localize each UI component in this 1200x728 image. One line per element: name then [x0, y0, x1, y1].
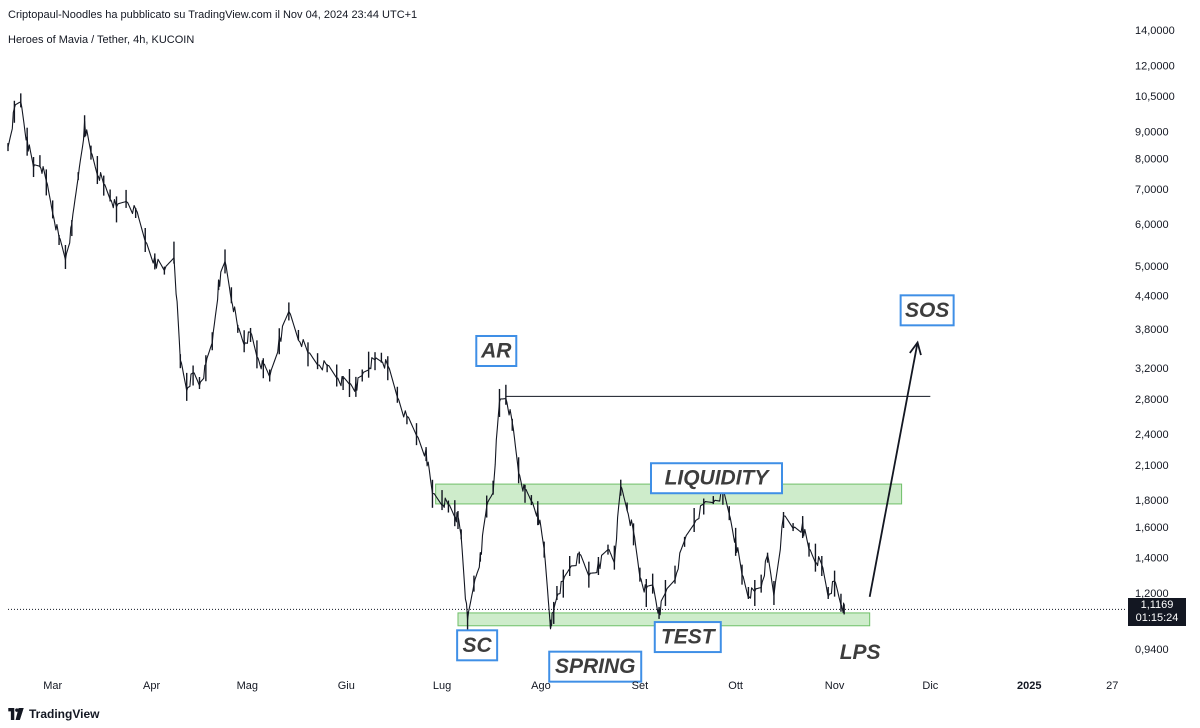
series-layer: [7, 93, 845, 636]
tradingview-logo-icon: [8, 708, 24, 720]
y-tick-label: 3,2000: [1135, 363, 1169, 375]
y-tick-label: 0,9400: [1135, 644, 1169, 656]
y-tick-label: 9,0000: [1135, 126, 1169, 138]
y-tick-label: 10,5000: [1135, 91, 1175, 103]
price-series-line: [7, 101, 845, 630]
y-tick-label: 2,4000: [1135, 429, 1169, 441]
y-axis[interactable]: 14,0000 12,0000 10,5000 9,0000 8,0000 7,0000 6…: [1135, 25, 1175, 656]
x-tick-label: Dic: [922, 680, 938, 692]
x-tick-label: Mag: [237, 680, 258, 692]
x-tick-label: Set: [632, 680, 649, 692]
y-tick-label: 1,4000: [1135, 553, 1169, 565]
y-tick-label: 8,0000: [1135, 153, 1169, 165]
annotation-lps: LPS: [840, 641, 881, 664]
x-tick-label: 27: [1106, 680, 1118, 692]
x-axis[interactable]: Mar Apr Mag Giu Lug Ago Set Ott Nov Dic 2025 27: [43, 680, 1118, 692]
arrow-layer: [868, 340, 922, 598]
y-tick-label: 1,8000: [1135, 495, 1169, 507]
annotation-sc: SC: [456, 629, 499, 662]
y-tick-label: 1,2000: [1135, 588, 1169, 600]
annotations-layer: SC AR SPRING LIQUIDITY TEST LPS SOS: [456, 294, 955, 683]
annotation-box: [653, 621, 722, 654]
x-tick-label: 2025: [1017, 680, 1041, 692]
x-tick-label: Ago: [531, 680, 551, 692]
annotation-box: [899, 294, 955, 327]
annotation-label: LIQUIDITY: [665, 467, 771, 490]
y-tick-label: 2,8000: [1135, 394, 1169, 406]
annotation-label: SPRING: [555, 655, 636, 678]
y-tick-label: 6,0000: [1135, 219, 1169, 231]
annotation-label: SOS: [905, 299, 949, 322]
annotation-liquidity: LIQUIDITY: [649, 462, 783, 495]
footer-brand-text: TradingView: [29, 707, 100, 721]
x-tick-label: Giu: [338, 680, 355, 692]
annotation-box: [649, 462, 783, 495]
y-tick-label: 2,1000: [1135, 460, 1169, 472]
annotation-label: SC: [463, 634, 493, 657]
footer-brand[interactable]: TradingView: [8, 704, 99, 724]
bar-countdown: 01:15:24: [1135, 612, 1179, 624]
y-tick-label: 1,6000: [1135, 522, 1169, 534]
annotation-label: AR: [480, 339, 512, 362]
publisher-line: Criptopaul-Noodles ha pubblicato su Trad…: [8, 9, 418, 21]
x-tick-label: Lug: [433, 680, 451, 692]
x-tick-label: Ott: [728, 680, 743, 692]
annotation-test: TEST: [653, 621, 722, 654]
annotation-label: TEST: [661, 626, 717, 649]
annotation-box: [475, 334, 518, 367]
y-tick-label: 4,4000: [1135, 290, 1169, 302]
x-tick-label: Apr: [143, 680, 160, 692]
annotation-spring: SPRING: [548, 650, 643, 683]
y-tick-label: 7,0000: [1135, 184, 1169, 196]
annotation-sos: SOS: [899, 294, 955, 327]
last-price-value: 1,1169: [1140, 599, 1174, 611]
y-tick-label: 3,8000: [1135, 324, 1169, 336]
x-tick-label: Mar: [43, 680, 62, 692]
y-tick-label: 14,0000: [1135, 25, 1175, 37]
y-tick-label: 5,0000: [1135, 261, 1169, 273]
y-tick-label: 12,0000: [1135, 60, 1175, 72]
breakout-arrow: [868, 342, 919, 598]
annotation-label: LPS: [840, 641, 881, 664]
x-tick-label: Nov: [825, 680, 845, 692]
last-price-tag: 1,1169 01:15:24: [1128, 598, 1186, 626]
annotation-box: [548, 650, 643, 683]
annotation-ar: AR: [475, 334, 518, 367]
symbol-title[interactable]: Heroes of Mavia / Tether, 4h, KUCOIN: [8, 34, 195, 46]
annotation-box: [456, 629, 499, 662]
breakout-arrow-head: [909, 340, 922, 356]
zones-layer: [8, 483, 1125, 627]
